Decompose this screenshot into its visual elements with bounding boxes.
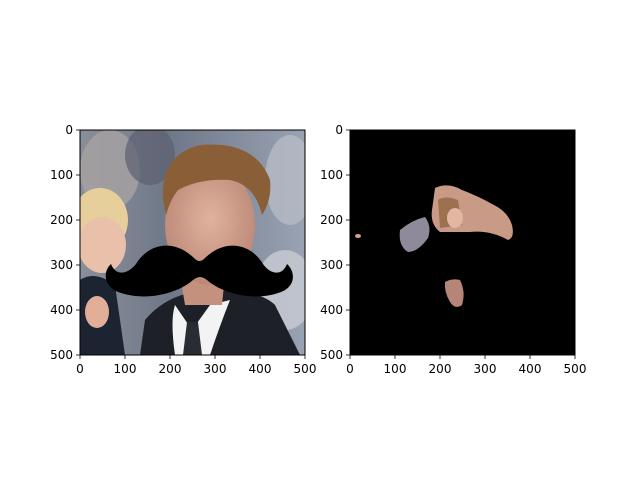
y-tick-label: 200	[50, 213, 73, 227]
y-tick-label: 0	[335, 123, 343, 137]
visible-spot	[355, 234, 361, 238]
x-tick-label: 300	[474, 362, 497, 376]
y-tick-label: 500	[320, 348, 343, 362]
y-tick-label: 0	[65, 123, 73, 137]
y-tick-label: 400	[50, 303, 73, 317]
y-tick-label: 500	[50, 348, 73, 362]
y-tick-label: 400	[320, 303, 343, 317]
x-tick-label: 300	[204, 362, 227, 376]
visible-left-region	[399, 217, 430, 252]
masked-image	[350, 130, 575, 355]
x-tick-label: 0	[76, 362, 84, 376]
x-tick-label: 100	[114, 362, 137, 376]
left-axes-frame	[79, 129, 306, 356]
x-tick-label: 200	[159, 362, 182, 376]
right-axes-frame	[349, 129, 576, 356]
x-tick-label: 400	[519, 362, 542, 376]
y-tick-label: 200	[320, 213, 343, 227]
mustache-overlay	[105, 245, 293, 297]
x-tick-label: 500	[294, 362, 317, 376]
x-tick-label: 0	[346, 362, 354, 376]
y-tick-label: 100	[320, 168, 343, 182]
y-tick-label: 300	[50, 258, 73, 272]
visible-neck-region	[444, 279, 464, 307]
y-tick-label: 100	[50, 168, 73, 182]
photo-image	[80, 130, 305, 355]
y-tick-label: 300	[320, 258, 343, 272]
x-tick-label: 400	[249, 362, 272, 376]
x-tick-label: 200	[429, 362, 452, 376]
x-tick-label: 500	[564, 362, 587, 376]
x-tick-label: 100	[384, 362, 407, 376]
